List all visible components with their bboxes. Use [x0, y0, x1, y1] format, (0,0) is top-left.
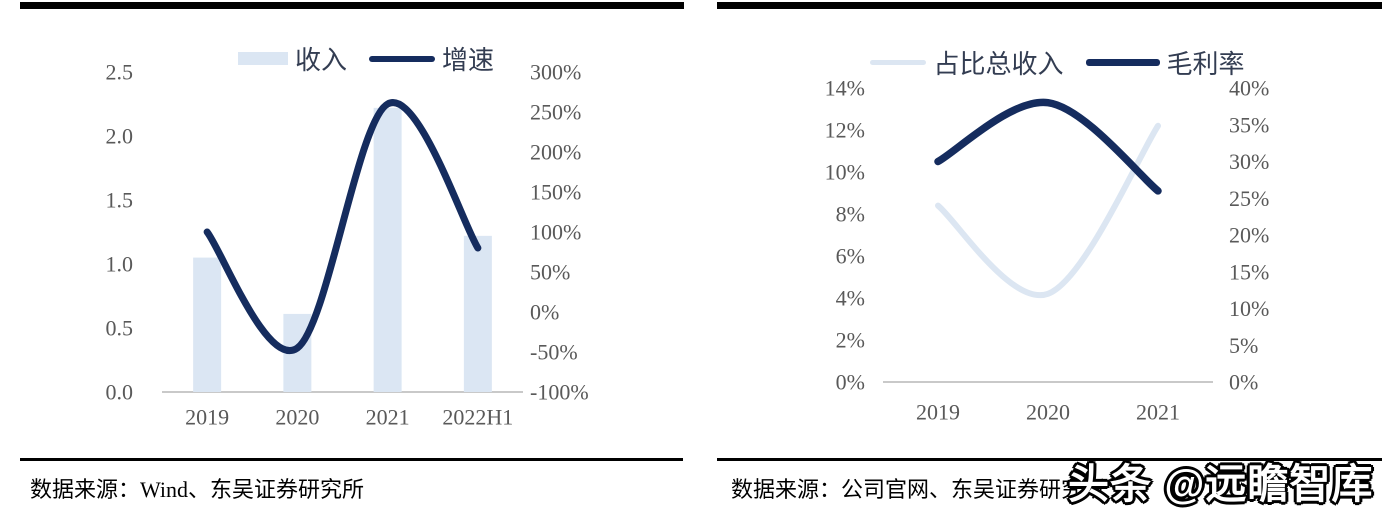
x-category-label: 2021 — [366, 405, 410, 430]
y-tick-label: 40% — [1229, 76, 1269, 101]
share-margin-chart-panel: 0% 2% 4% 6% 8% 10% 12% 14% 0% 5% 10% 15% 20% 25% 30% 35… — [717, 0, 1382, 514]
x-category-label: 2019 — [916, 400, 960, 425]
y-tick-label: 8% — [836, 202, 865, 227]
y-tick-label: 1.5 — [106, 188, 134, 213]
y-tick-label: 6% — [836, 244, 865, 269]
y-tick-label: 4% — [836, 286, 865, 311]
y-tick-label: 35% — [1229, 112, 1269, 137]
revenue-growth-chart: 0.0 0.5 1.0 1.5 2.0 2.5 -100% -50% 0% 50% 100% 150%… — [106, 60, 589, 430]
share-margin-chart: 0% 2% 4% 6% 8% 10% 12% 14% 0% 5% 10% 15% 20% 25% 30% 35… — [825, 76, 1270, 425]
source-divider — [717, 458, 1382, 461]
bar — [463, 235, 492, 392]
source-divider — [20, 458, 683, 461]
y-tick-label: -50% — [530, 340, 578, 365]
y-tick-label: 25% — [1229, 186, 1269, 211]
legend-label-revenue: 收入 — [294, 46, 347, 75]
x-category-label: 2019 — [185, 405, 229, 430]
bar — [193, 257, 222, 392]
revenue-growth-chart-panel: 0.0 0.5 1.0 1.5 2.0 2.5 -100% -50% 0% 50% 100% 150%… — [20, 0, 684, 514]
legend-item-gross-margin: 毛利率 — [1085, 44, 1245, 81]
y-tick-label: 200% — [530, 140, 581, 165]
y-tick-label: 2% — [836, 328, 865, 353]
line-series-0 — [935, 122, 1161, 299]
panel-top-border — [20, 2, 684, 9]
y-tick-label: 1.0 — [106, 252, 134, 277]
y-tick-label: -100% — [530, 380, 589, 405]
legend-item-growth: 增速 — [369, 40, 494, 77]
panel-top-border — [717, 2, 1382, 9]
y-tick-label: 0.5 — [106, 316, 134, 341]
y-tick-label: 15% — [1229, 259, 1269, 284]
y-tick-label: 2.0 — [106, 124, 134, 149]
y-tick-label: 0% — [1229, 370, 1258, 395]
legend-label-growth: 增速 — [442, 46, 495, 75]
y-tick-label: 12% — [825, 118, 865, 143]
y-tick-label: 14% — [825, 76, 865, 101]
x-axis-labels: 2019 2020 2021 — [916, 400, 1180, 425]
legend-swatch-growth-icon — [369, 55, 435, 62]
legend-label-revenue-share: 占比总收入 — [933, 50, 1064, 79]
y-tick-label: 0.0 — [106, 380, 134, 405]
y-tick-label: 100% — [530, 220, 581, 245]
line-series-1 — [203, 99, 482, 354]
x-category-label: 2020 — [1026, 400, 1070, 425]
y-axis-right-ticks: 0% 5% 10% 15% 20% 25% 30% 35% 40% — [1229, 76, 1269, 395]
x-axis-labels: 2019 2020 2021 2022H1 — [185, 405, 513, 430]
y-tick-label: 0% — [836, 370, 865, 395]
watermark: 头条 @远瞻智库 — [1068, 461, 1374, 507]
source-text: 数据来源：公司官网、东吴证券研究所 — [731, 477, 1106, 502]
y-tick-label: 30% — [1229, 149, 1269, 174]
y-tick-label: 250% — [530, 100, 581, 125]
legend-swatch-gross-margin-icon — [1085, 59, 1160, 66]
y-tick-label: 50% — [530, 260, 570, 285]
y-axis-left-ticks: 0% 2% 4% 6% 8% 10% 12% 14% — [825, 76, 865, 395]
legend-swatch-revenue-icon — [237, 52, 288, 65]
legend-swatch-revenue-share-icon — [870, 60, 927, 65]
y-axis-right-ticks: -100% -50% 0% 50% 100% 150% 200% 250% 300% — [530, 60, 589, 405]
legend-item-revenue-share: 占比总收入 — [870, 44, 1064, 81]
chart-legend: 收入 增速 — [34, 40, 698, 77]
y-tick-label: 150% — [530, 180, 581, 205]
bar-series-0 — [193, 107, 492, 392]
y-tick-label: 10% — [1229, 296, 1269, 321]
chart-legend: 占比总收入 毛利率 — [725, 44, 1390, 81]
x-category-label: 2020 — [275, 405, 319, 430]
y-axis-left-ticks: 0.0 0.5 1.0 1.5 2.0 2.5 — [106, 60, 134, 405]
y-tick-label: 300% — [530, 60, 581, 85]
x-category-label: 2022H1 — [442, 405, 513, 430]
y-tick-label: 20% — [1229, 223, 1269, 248]
x-category-label: 2021 — [1136, 400, 1180, 425]
line-series-1 — [934, 98, 1162, 195]
legend-item-revenue: 收入 — [237, 40, 347, 77]
legend-label-gross-margin: 毛利率 — [1166, 50, 1245, 79]
y-tick-label: 2.5 — [106, 60, 134, 85]
y-tick-label: 0% — [530, 300, 559, 325]
source-text: 数据来源：Wind、东吴证券研究所 — [30, 477, 364, 502]
y-tick-label: 10% — [825, 160, 865, 185]
y-tick-label: 5% — [1229, 333, 1258, 358]
bar — [373, 107, 402, 392]
